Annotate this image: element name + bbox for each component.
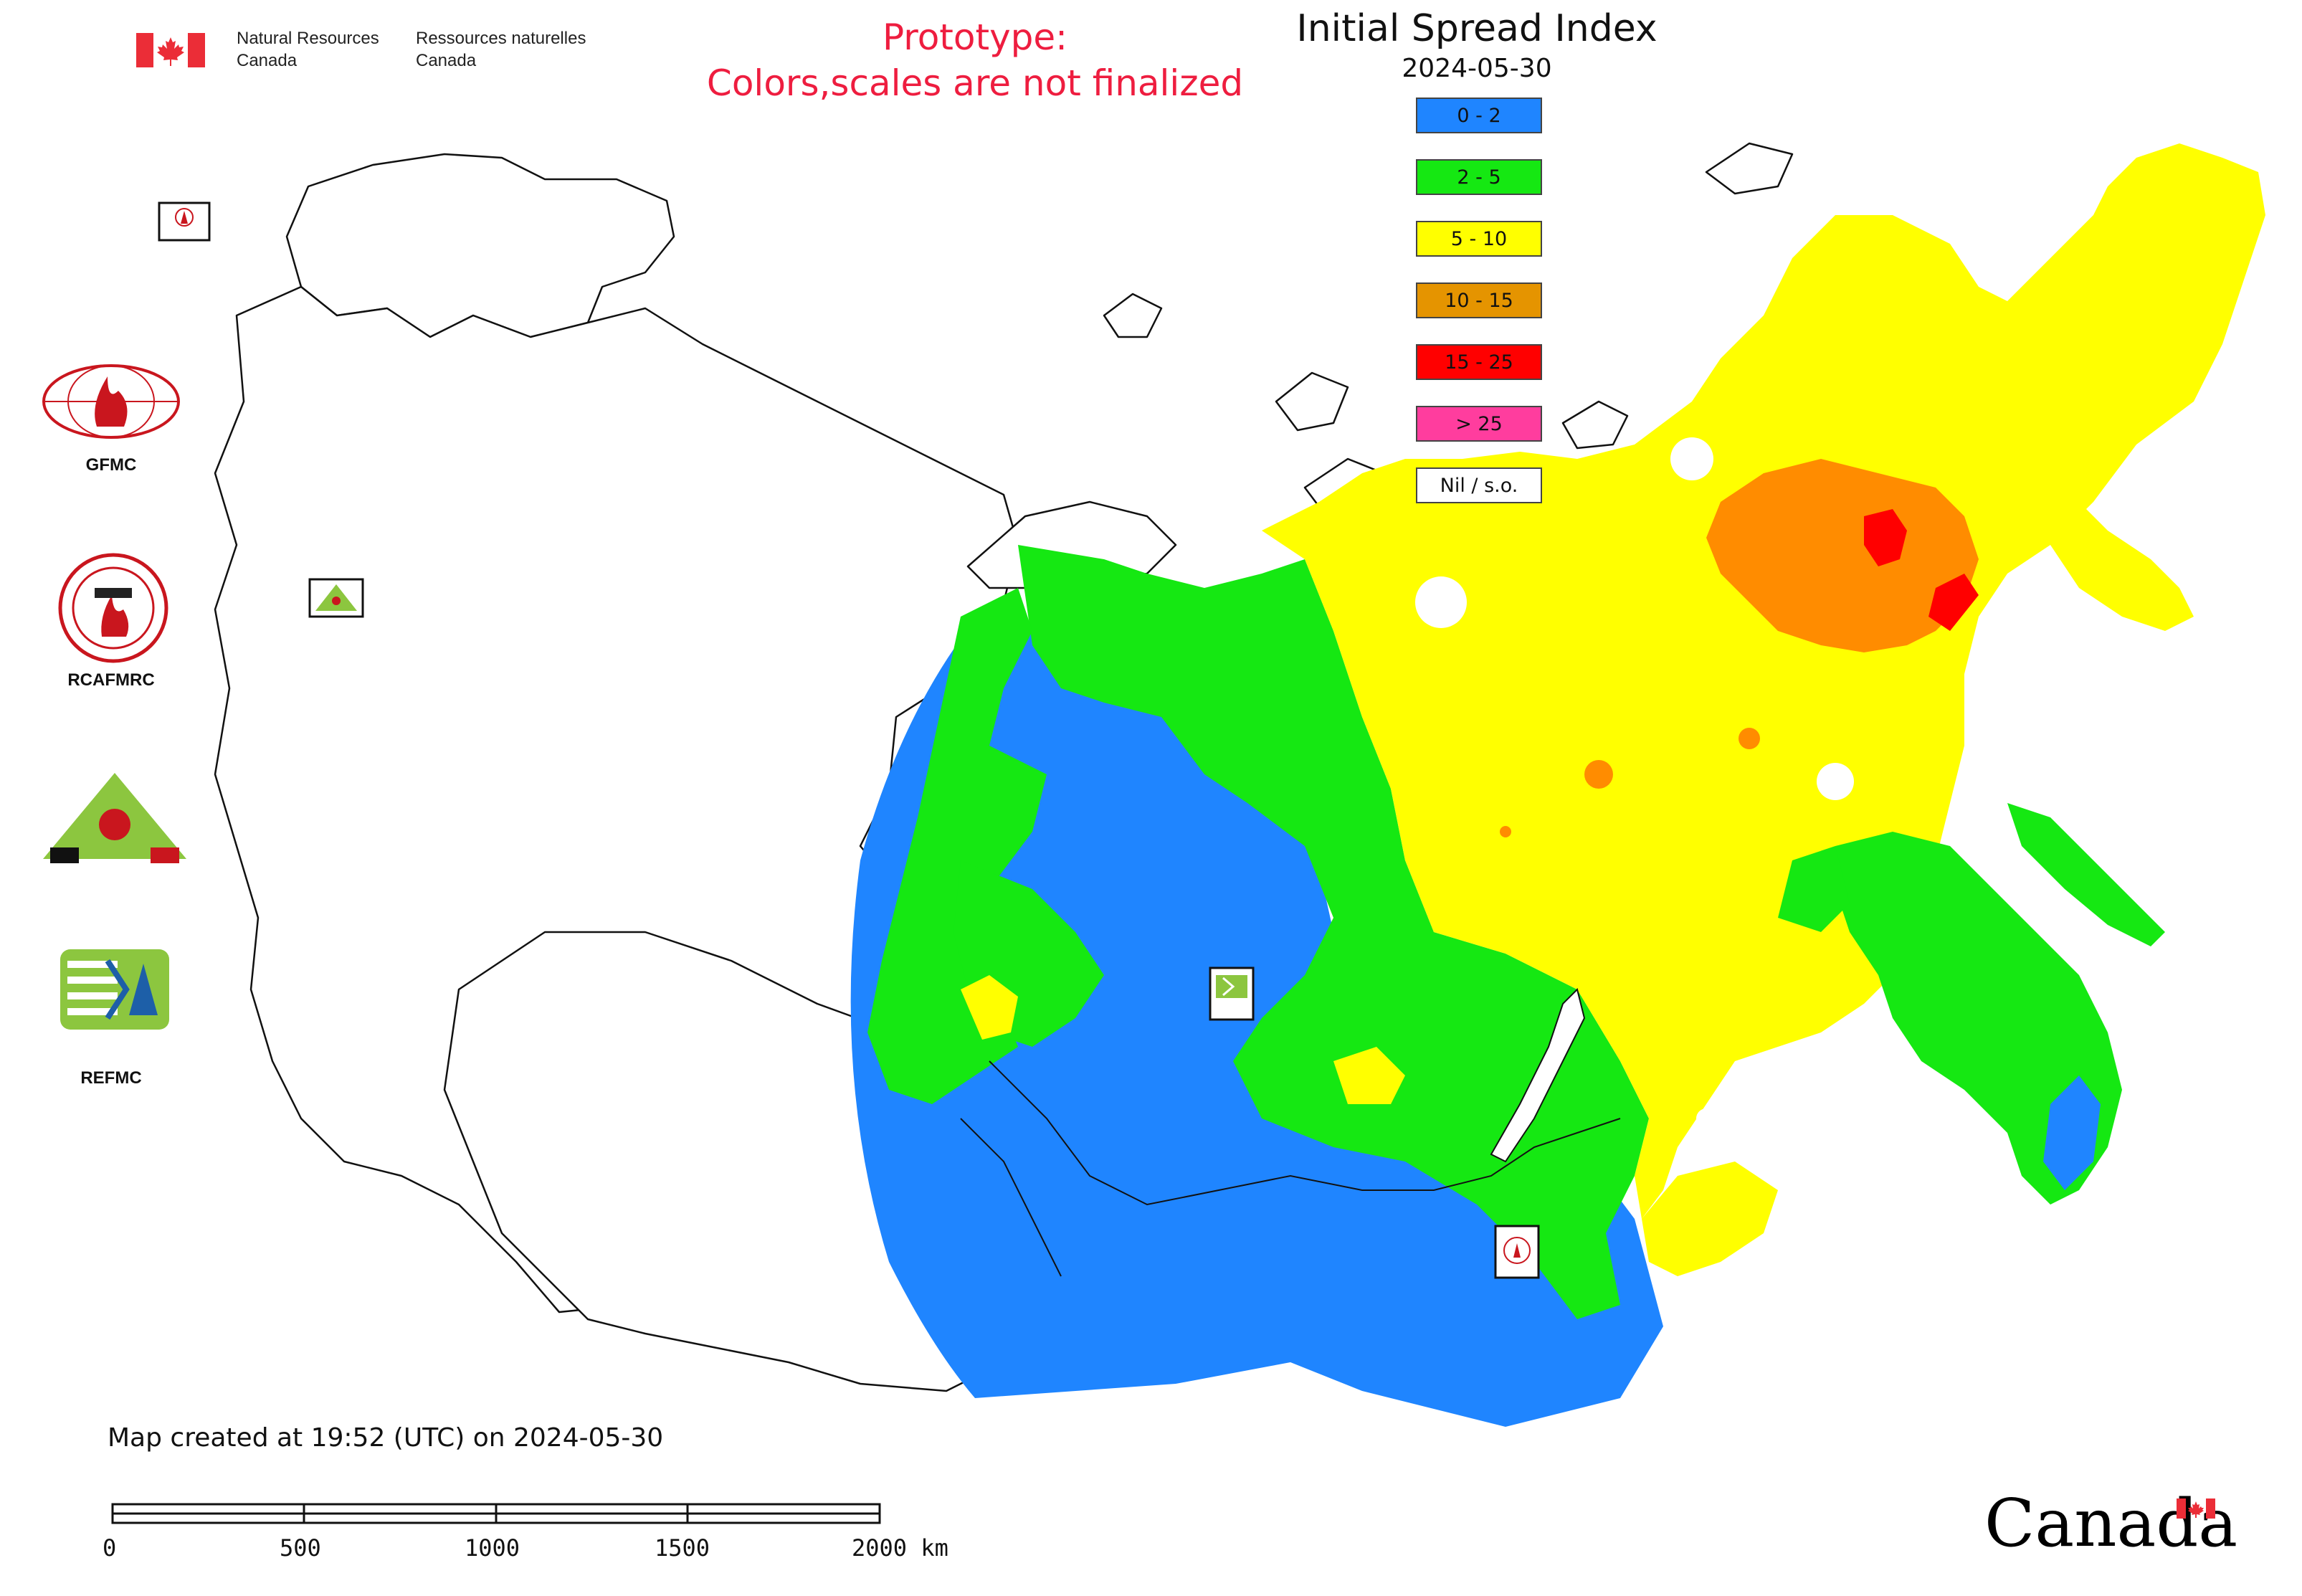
legend-item-over-25: > 25	[1416, 406, 1542, 442]
gfmc-logo-icon	[42, 364, 180, 439]
gfmc-map-marker	[158, 201, 211, 242]
refmc-label: REFMC	[80, 1068, 142, 1088]
rcafmrc-label: RCAFMRC	[67, 670, 155, 690]
reefmc-map-marker	[308, 578, 364, 618]
lake-baikal	[1490, 988, 1586, 1163]
legend-item-2-5: 2 - 5	[1416, 159, 1542, 195]
map-date: 2024-05-30	[1402, 54, 1552, 83]
prototype-notice: Prototype: Colors,scales are not finaliz…	[706, 16, 1244, 104]
refmc-logo-icon	[60, 949, 169, 1030]
department-name-french: Ressources naturelles Canada	[416, 29, 586, 70]
refmc-map-marker	[1209, 966, 1255, 1021]
scale-tick-500: 500	[280, 1534, 321, 1562]
rcafmrc-map-marker	[1494, 1225, 1540, 1279]
department-name-english: Natural Resources Canada	[237, 29, 379, 70]
gfmc-label: GFMC	[85, 455, 137, 475]
internal-borders	[960, 1060, 1621, 1277]
legend-item-5-10: 5 - 10	[1416, 221, 1542, 257]
legend-item-0-2: 0 - 2	[1416, 98, 1542, 133]
scale-tick-0: 0	[103, 1534, 117, 1562]
canada-wordmark: Canada	[1984, 1485, 2238, 1562]
scale-tick-1000: 1000	[465, 1534, 520, 1562]
legend: 0 - 2 2 - 5 5 - 10 10 - 15 15 - 25 > 25 …	[1416, 98, 1545, 529]
legend-item-15-25: 15 - 25	[1416, 344, 1542, 380]
reefmc-logo-icon	[43, 773, 186, 863]
index-raster	[850, 143, 2265, 1427]
wordmark-flag-icon	[2177, 1498, 2215, 1519]
legend-item-10-15: 10 - 15	[1416, 282, 1542, 318]
scale-tick-2000-km: 2000 km	[852, 1534, 948, 1562]
legend-item-nil: Nil / s.o.	[1416, 467, 1542, 503]
map-created-timestamp: Map created at 19:52 (UTC) on 2024-05-30	[108, 1423, 664, 1453]
scale-bar	[111, 1503, 881, 1524]
scale-tick-1500: 1500	[655, 1534, 710, 1562]
map-title: Initial Spread Index	[1296, 7, 1657, 50]
rcafmrc-logo-icon	[58, 553, 168, 663]
canada-flag-icon	[136, 33, 205, 67]
